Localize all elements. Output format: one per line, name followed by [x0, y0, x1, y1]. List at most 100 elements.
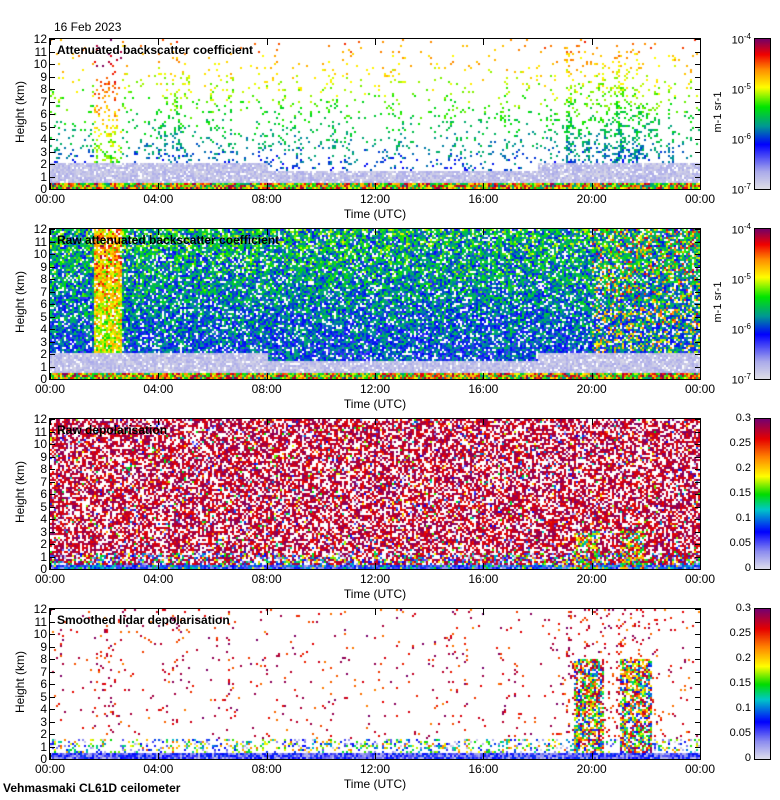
colorbar-tick-label: 0.05: [729, 537, 751, 549]
y-tick-label: 8: [40, 82, 47, 96]
y-tick-label: 12: [33, 412, 47, 426]
y-tick-label: 10: [33, 437, 47, 451]
x-tick: [266, 753, 268, 759]
y-tick: [50, 634, 55, 635]
y-tick-label: 6: [40, 297, 47, 311]
y-tick: [50, 556, 55, 558]
y-axis-label: Height (km): [13, 460, 27, 523]
heatmap-raw-depol: [50, 419, 700, 569]
x-tick-top: [266, 419, 268, 425]
x-tick: [158, 373, 160, 379]
colorbar-tick-label: 10-7: [732, 182, 751, 197]
colorbar-tick-base: 10: [731, 134, 744, 147]
x-tick-label: 12:00: [359, 382, 391, 396]
x-tick: [591, 563, 593, 569]
y-tick-right: [695, 621, 700, 623]
y-tick: [50, 456, 55, 458]
y-tick-right: [695, 634, 700, 635]
y-tick: [50, 646, 55, 648]
y-tick-label: 7: [40, 94, 47, 109]
y-tick-right: [695, 139, 700, 140]
y-tick-label: 12: [33, 222, 47, 236]
y-tick-label: 0: [40, 182, 47, 196]
y-tick-right: [695, 316, 700, 318]
x-tick: [483, 373, 485, 379]
y-tick: [50, 684, 55, 685]
y-tick-right: [695, 151, 700, 153]
heatmap-smooth-depol: [50, 609, 700, 759]
y-tick-label: 5: [40, 689, 47, 704]
y-tick: [50, 64, 55, 65]
y-tick: [50, 506, 55, 508]
site-label: Vehmasmaki CL61D ceilometer: [3, 781, 181, 795]
panel-title: Smoothed lidar depolarisation: [57, 613, 230, 627]
x-tick: [700, 183, 701, 189]
y-tick: [50, 659, 55, 660]
colorbar-tick-label: 0.2: [735, 462, 751, 474]
y-tick-label: 9: [40, 259, 47, 274]
y-tick-right: [695, 746, 700, 748]
y-tick-right: [695, 341, 700, 343]
y-tick-right: [695, 646, 700, 648]
colorbar-tick-base: 10: [731, 184, 744, 197]
y-tick: [50, 126, 55, 128]
x-tick-top: [50, 609, 51, 615]
x-tick-top: [483, 419, 485, 425]
y-tick-label: 8: [40, 462, 47, 476]
y-tick-label: 9: [40, 639, 47, 654]
y-tick-right: [695, 126, 700, 128]
x-tick-label: 16:00: [468, 192, 499, 206]
y-tick-right: [695, 544, 700, 545]
colorbar-tick-label: 0.15: [729, 487, 751, 499]
y-tick: [50, 354, 55, 355]
x-axis-label: Time (UTC): [343, 397, 407, 411]
y-tick-right: [695, 444, 700, 445]
y-tick-right: [695, 51, 700, 53]
y-tick-right: [695, 721, 700, 723]
y-tick-label: 10: [33, 247, 47, 261]
y-tick-label: 3: [40, 714, 47, 729]
x-tick: [50, 373, 51, 379]
x-tick-top: [483, 609, 485, 615]
colorbar-tick-exp: -7: [743, 182, 751, 191]
y-tick: [50, 419, 55, 420]
y-tick: [50, 379, 55, 380]
x-tick-label: 08:00: [251, 572, 282, 586]
x-tick-top: [375, 39, 376, 45]
y-tick: [50, 544, 55, 545]
x-axis-label: Time (UTC): [343, 587, 407, 601]
plot-frame: [49, 418, 701, 570]
y-tick-label: 11: [34, 44, 47, 59]
y-tick-right: [695, 659, 700, 660]
y-tick-right: [695, 506, 700, 508]
x-tick-top: [266, 609, 268, 615]
y-tick-right: [695, 241, 700, 243]
y-tick-right: [695, 176, 700, 178]
y-tick: [50, 671, 55, 673]
x-tick-top: [591, 39, 593, 45]
y-tick: [50, 101, 55, 103]
y-tick-right: [695, 164, 700, 165]
y-tick-label: 0: [40, 562, 47, 576]
y-tick-right: [695, 279, 700, 280]
y-tick-right: [695, 759, 700, 760]
x-tick: [591, 753, 593, 759]
colorbar-tick-base: 10: [731, 374, 744, 387]
y-tick-right: [695, 254, 700, 255]
y-tick-label: 8: [40, 652, 47, 666]
x-tick: [266, 563, 268, 569]
x-tick-label: 08:00: [251, 762, 282, 776]
x-tick-top: [700, 229, 701, 235]
y-tick-label: 7: [40, 284, 47, 299]
x-tick: [50, 563, 51, 569]
colorbar-tick-label: 0.1: [735, 702, 751, 714]
y-tick-right: [695, 114, 700, 115]
y-tick-label: 1: [40, 549, 47, 564]
x-tick-label: 20:00: [576, 762, 607, 776]
colorbar: [755, 609, 770, 759]
x-tick-label: 04:00: [143, 382, 174, 396]
x-tick-top: [375, 609, 376, 615]
x-axis-label: Time (UTC): [343, 207, 407, 221]
y-tick-right: [695, 354, 700, 355]
colorbar-tick-exp: -5: [743, 82, 751, 91]
